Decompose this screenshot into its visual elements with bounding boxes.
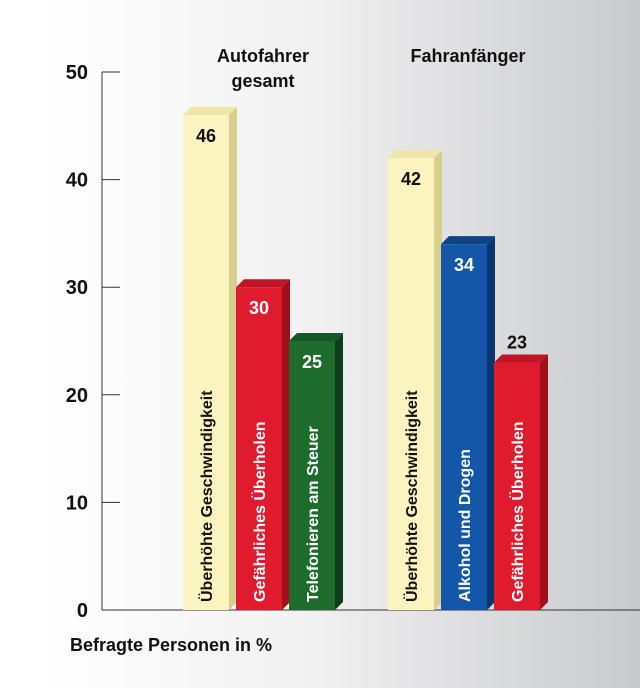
bar-category-label: Alkohol und Drogen (457, 449, 474, 602)
bar-value-label: 34 (454, 255, 474, 275)
bar (388, 158, 434, 610)
bar-side (282, 279, 290, 610)
group-title: Autofahrer (217, 46, 309, 66)
bar-category-label: Gefährliches Überholen (508, 422, 527, 603)
bar-side (434, 150, 442, 610)
bar-category-label: Telefonieren am Steuer (305, 426, 322, 602)
bar-side (487, 236, 495, 610)
bar (441, 244, 487, 610)
group-title: Fahranfänger (410, 46, 525, 66)
axis-caption: Befragte Personen in % (70, 635, 272, 655)
bar-top (289, 333, 343, 341)
bar-category-label: Überhöhte Geschwindigkeit (402, 390, 421, 602)
bar (183, 115, 229, 610)
bar-top (183, 107, 237, 116)
y-tick-label: 30 (66, 277, 88, 299)
group-title: gesamt (231, 71, 294, 91)
y-tick-label: 40 (66, 170, 88, 192)
bar-category-label: Gefährliches Überholen (250, 422, 269, 603)
bar (289, 341, 335, 610)
bar-side (540, 354, 548, 610)
y-tick-label: 50 (66, 62, 88, 84)
y-tick-label: 0 (77, 600, 88, 622)
bar-value-label: 23 (507, 333, 527, 353)
bar-top (441, 236, 495, 245)
bar-top (236, 279, 290, 288)
bar-value-label: 25 (302, 352, 322, 372)
bar-top (494, 354, 548, 363)
y-tick-label: 10 (66, 492, 88, 514)
y-tick-label: 20 (66, 385, 88, 407)
bar-top (388, 150, 442, 159)
bar (236, 287, 282, 610)
bar-category-label: Überhöhte Geschwindigkeit (197, 390, 216, 602)
bar-value-label: 30 (249, 298, 269, 318)
bar-side (335, 333, 343, 610)
bar (494, 362, 540, 610)
bar-side (229, 107, 237, 610)
bar-value-label: 42 (401, 169, 421, 189)
bar-value-label: 46 (196, 126, 216, 146)
